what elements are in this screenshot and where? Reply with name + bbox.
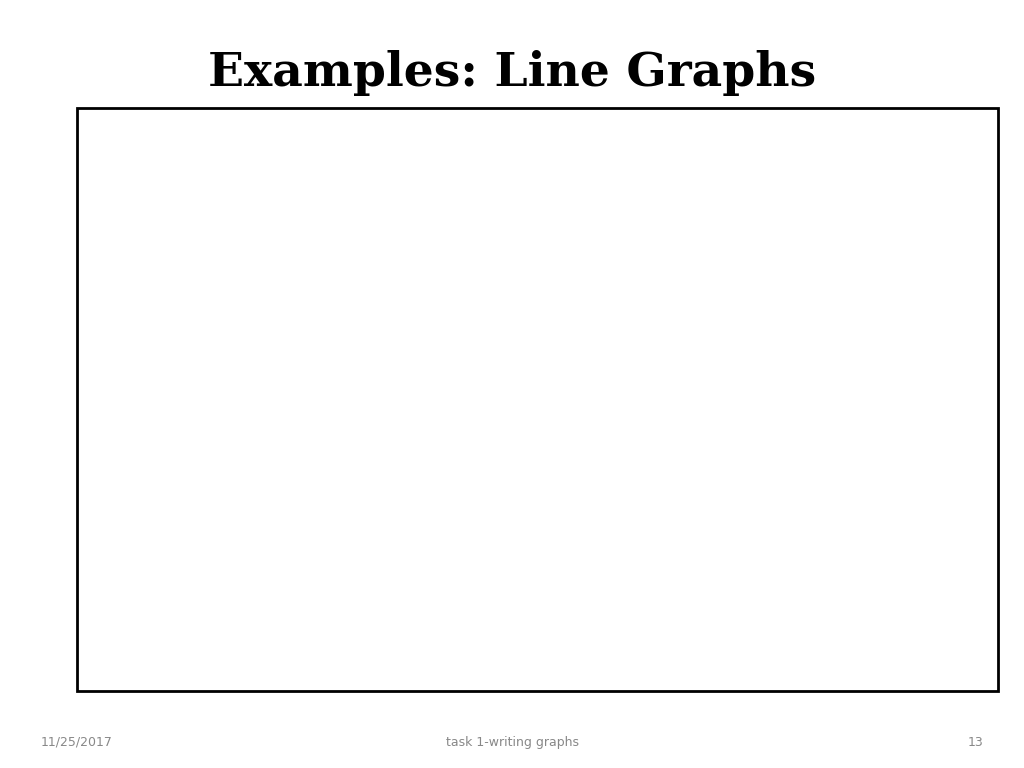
Text: task 1-writing graphs: task 1-writing graphs [445,736,579,749]
Text: Examples: Line Graphs: Examples: Line Graphs [208,50,816,96]
Text: 13: 13 [968,736,983,749]
Text: 11/25/2017: 11/25/2017 [41,736,113,749]
X-axis label: Number of cases of X disease in Someland between 1983 and 1992: Number of cases of X disease in Someland… [296,659,815,674]
